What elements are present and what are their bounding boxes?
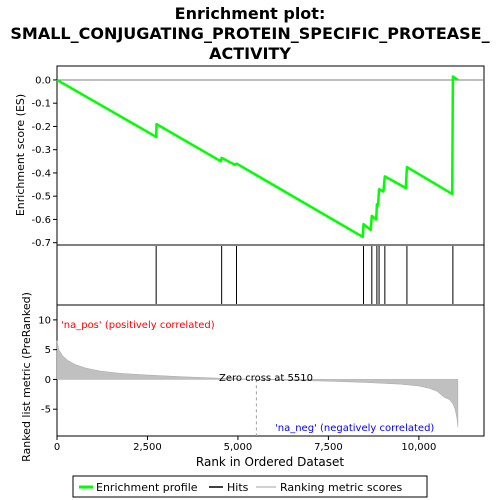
metric-plot-frame	[56, 304, 485, 437]
es-tick-label: -0.4	[31, 168, 51, 179]
pos-correlated-label: 'na_pos' (positively correlated)	[61, 320, 215, 331]
metric-tick-label: 5	[45, 345, 51, 356]
es-tick-label: 0.0	[35, 75, 51, 86]
es-tick-label: -0.5	[31, 192, 51, 203]
es-axis-label: Enrichment score (ES)	[14, 94, 27, 216]
metric-tick-label: 0	[45, 375, 51, 386]
es-tick-label: -0.1	[31, 99, 51, 110]
legend: Enrichment profile Hits Ranking metric s…	[72, 475, 428, 498]
es-plot-frame	[56, 65, 485, 246]
x-axis-label: Rank in Ordered Dataset	[196, 455, 344, 469]
hits-frame	[56, 244, 485, 306]
chart-title-line3: ACTIVITY	[209, 44, 291, 63]
es-tick-label: -0.7	[31, 238, 51, 249]
es-tick-label: -0.6	[31, 215, 51, 226]
legend-box	[72, 475, 428, 498]
x-tick-label: 0	[54, 442, 60, 453]
enrichment-profile-line	[56, 75, 459, 239]
neg-correlated-label: 'na_neg' (negatively correlated)	[275, 423, 434, 434]
es-axis-ticks: 0.0 -0.1 -0.2 -0.3 -0.4 -0.5 -0.6 -0.7	[31, 75, 57, 249]
hits-panel	[56, 244, 485, 306]
x-tick-label: 2,500	[133, 442, 162, 453]
chart-title-line2: SMALL_CONJUGATING_PROTEIN_SPECIFIC_PROTE…	[10, 24, 489, 43]
zero-cross-label: Zero cross at 5510	[219, 373, 313, 384]
x-axis-ticks: 0 2,500 5,000 7,500 10,000	[54, 436, 436, 453]
x-tick-label: 10,000	[401, 442, 436, 453]
es-tick-label: -0.2	[31, 122, 51, 133]
x-tick-label: 7,500	[314, 442, 343, 453]
metric-tick-label: -5	[41, 405, 51, 416]
legend-metric-label: Ranking metric scores	[280, 481, 402, 494]
enrichment-score-panel: 0.0 -0.1 -0.2 -0.3 -0.4 -0.5 -0.6 -0.7	[31, 65, 485, 249]
metric-axis-label: Ranked list metric (PreRanked)	[20, 292, 33, 462]
ranking-metric-area	[56, 340, 459, 428]
metric-tick-label: 10	[38, 315, 51, 326]
x-tick-label: 5,000	[224, 442, 253, 453]
hit-marks	[155, 246, 454, 304]
metric-axis-ticks: 10 5 0 -5	[38, 315, 57, 416]
legend-profile-label: Enrichment profile	[96, 481, 198, 494]
legend-hits-label: Hits	[227, 481, 249, 494]
chart-title-line1: Enrichment plot:	[175, 4, 326, 23]
es-tick-label: -0.3	[31, 145, 51, 156]
